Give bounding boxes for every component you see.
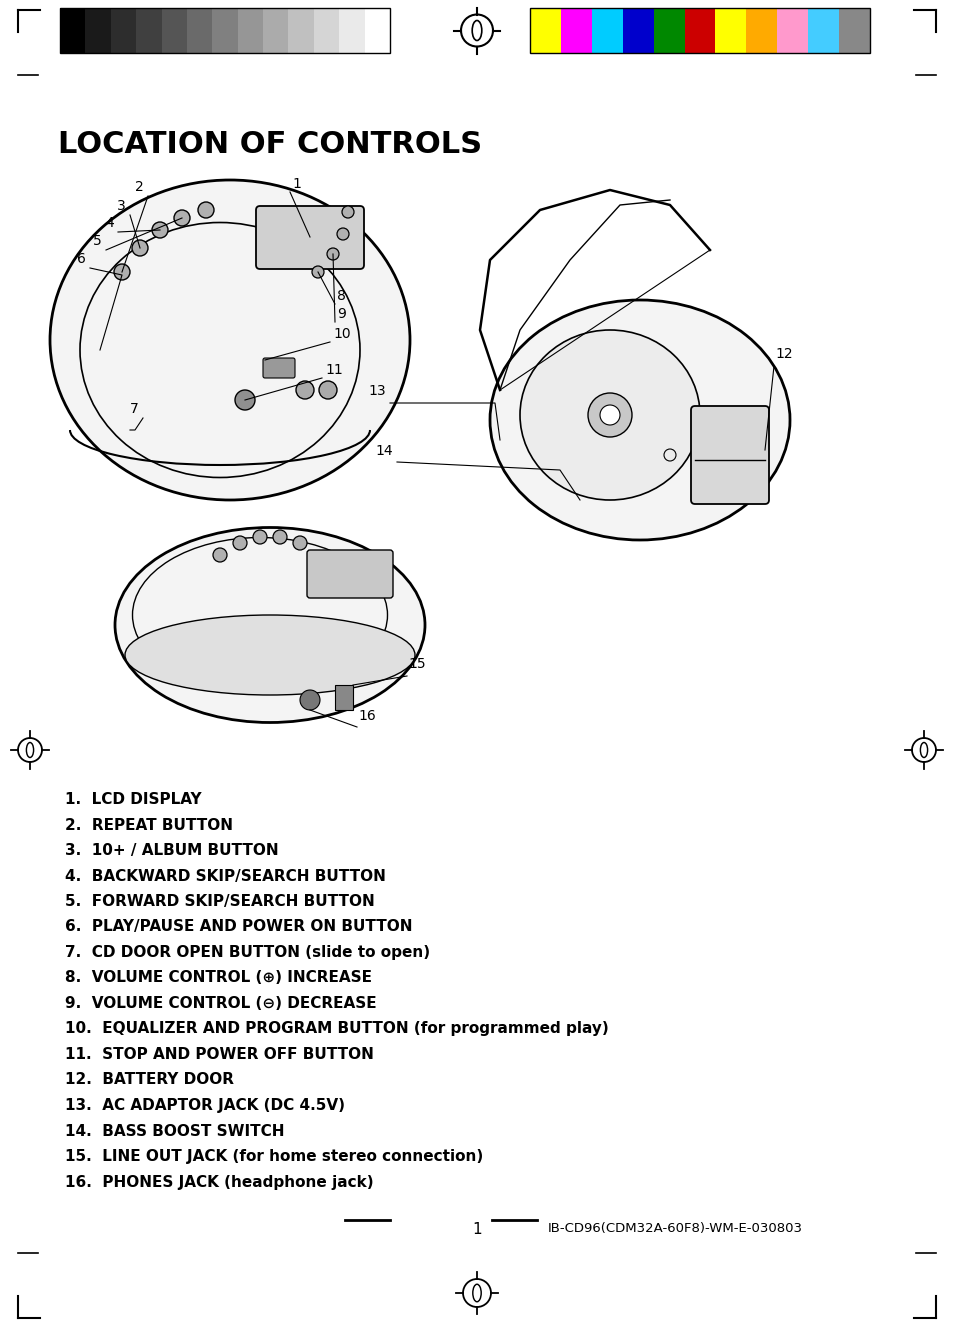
Text: IB-CD96(CDM32A-60F8)-WM-E-030803: IB-CD96(CDM32A-60F8)-WM-E-030803 (547, 1222, 802, 1235)
Text: 12: 12 (774, 347, 792, 361)
Circle shape (273, 530, 287, 544)
Bar (263, 8, 288, 53)
FancyBboxPatch shape (255, 206, 364, 270)
Circle shape (18, 738, 42, 762)
Text: 14.  BASS BOOST SWITCH: 14. BASS BOOST SWITCH (65, 1123, 284, 1138)
Ellipse shape (115, 527, 424, 722)
Circle shape (327, 248, 338, 260)
Bar (339, 8, 364, 53)
Circle shape (318, 381, 336, 398)
Ellipse shape (472, 20, 481, 40)
FancyBboxPatch shape (690, 406, 768, 505)
Text: 5: 5 (92, 234, 102, 248)
Text: 14: 14 (375, 444, 393, 458)
Text: 6: 6 (77, 252, 86, 266)
Bar (807, 8, 839, 53)
Circle shape (173, 210, 190, 226)
Bar (288, 8, 314, 53)
Bar (777, 8, 807, 53)
Text: 8: 8 (336, 290, 346, 303)
Circle shape (587, 393, 631, 437)
Bar (530, 8, 560, 53)
Text: 8.  VOLUME CONTROL (⊕) INCREASE: 8. VOLUME CONTROL (⊕) INCREASE (65, 971, 372, 985)
Text: 7: 7 (130, 402, 138, 416)
Circle shape (336, 228, 349, 240)
Ellipse shape (920, 742, 926, 757)
Text: 13: 13 (368, 384, 385, 398)
Bar (136, 8, 161, 53)
Bar (745, 8, 777, 53)
Bar (839, 8, 869, 53)
Text: 9: 9 (336, 307, 346, 321)
Bar (530, 8, 869, 53)
Bar (60, 8, 86, 53)
FancyBboxPatch shape (307, 550, 393, 598)
Circle shape (599, 405, 619, 425)
Circle shape (462, 1279, 491, 1307)
Text: 7.  CD DOOR OPEN BUTTON (slide to open): 7. CD DOOR OPEN BUTTON (slide to open) (65, 946, 430, 960)
Circle shape (299, 691, 319, 710)
Circle shape (295, 381, 314, 398)
Text: 9.  VOLUME CONTROL (⊖) DECREASE: 9. VOLUME CONTROL (⊖) DECREASE (65, 996, 376, 1011)
Circle shape (152, 222, 168, 238)
Text: 1: 1 (472, 1222, 481, 1236)
Ellipse shape (50, 181, 410, 501)
Ellipse shape (125, 615, 415, 695)
Bar (591, 8, 622, 53)
Text: 1: 1 (292, 177, 300, 191)
Circle shape (234, 390, 254, 410)
Bar (335, 685, 353, 710)
Bar (60, 8, 390, 53)
Circle shape (312, 266, 324, 278)
Circle shape (293, 537, 307, 550)
Bar (653, 8, 684, 53)
Circle shape (113, 264, 130, 280)
Bar (622, 8, 653, 53)
Bar (161, 8, 187, 53)
Text: 12.  BATTERY DOOR: 12. BATTERY DOOR (65, 1073, 233, 1088)
Ellipse shape (490, 300, 789, 540)
Text: 11: 11 (325, 363, 342, 377)
Circle shape (460, 15, 493, 46)
Text: 15.  LINE OUT JACK (for home stereo connection): 15. LINE OUT JACK (for home stereo conne… (65, 1149, 483, 1165)
Text: 4.  BACKWARD SKIP/SEARCH BUTTON: 4. BACKWARD SKIP/SEARCH BUTTON (65, 869, 385, 883)
Bar (364, 8, 390, 53)
Circle shape (233, 537, 247, 550)
Bar (684, 8, 715, 53)
Bar (560, 8, 591, 53)
Text: 1.  LCD DISPLAY: 1. LCD DISPLAY (65, 791, 201, 807)
Bar (213, 8, 237, 53)
Circle shape (132, 240, 148, 256)
Text: 10: 10 (333, 327, 351, 341)
Text: 11.  STOP AND POWER OFF BUTTON: 11. STOP AND POWER OFF BUTTON (65, 1046, 374, 1062)
Text: 5.  FORWARD SKIP/SEARCH BUTTON: 5. FORWARD SKIP/SEARCH BUTTON (65, 894, 375, 908)
Ellipse shape (519, 329, 700, 501)
Ellipse shape (473, 1284, 480, 1301)
Circle shape (911, 738, 935, 762)
Ellipse shape (27, 742, 33, 757)
Text: 2.  REPEAT BUTTON: 2. REPEAT BUTTON (65, 818, 233, 833)
Text: 16: 16 (357, 709, 375, 722)
Bar (187, 8, 213, 53)
Bar (314, 8, 339, 53)
Text: 2: 2 (135, 181, 144, 194)
Text: 16.  PHONES JACK (headphone jack): 16. PHONES JACK (headphone jack) (65, 1174, 374, 1190)
Circle shape (253, 530, 267, 544)
Circle shape (341, 206, 354, 218)
Bar (86, 8, 111, 53)
Text: LOCATION OF CONTROLS: LOCATION OF CONTROLS (58, 130, 481, 159)
Circle shape (198, 202, 213, 218)
Text: 3: 3 (117, 199, 126, 212)
Text: 10.  EQUALIZER AND PROGRAM BUTTON (for programmed play): 10. EQUALIZER AND PROGRAM BUTTON (for pr… (65, 1021, 608, 1036)
Text: 15: 15 (408, 657, 425, 671)
Bar (111, 8, 136, 53)
FancyBboxPatch shape (263, 359, 294, 378)
Text: 13.  AC ADAPTOR JACK (DC 4.5V): 13. AC ADAPTOR JACK (DC 4.5V) (65, 1098, 345, 1113)
Circle shape (213, 548, 227, 562)
Text: 4: 4 (105, 216, 113, 230)
Text: 6.  PLAY/PAUSE AND POWER ON BUTTON: 6. PLAY/PAUSE AND POWER ON BUTTON (65, 919, 412, 935)
Bar (715, 8, 745, 53)
Bar (237, 8, 263, 53)
Text: 3.  10+ / ALBUM BUTTON: 3. 10+ / ALBUM BUTTON (65, 843, 278, 858)
